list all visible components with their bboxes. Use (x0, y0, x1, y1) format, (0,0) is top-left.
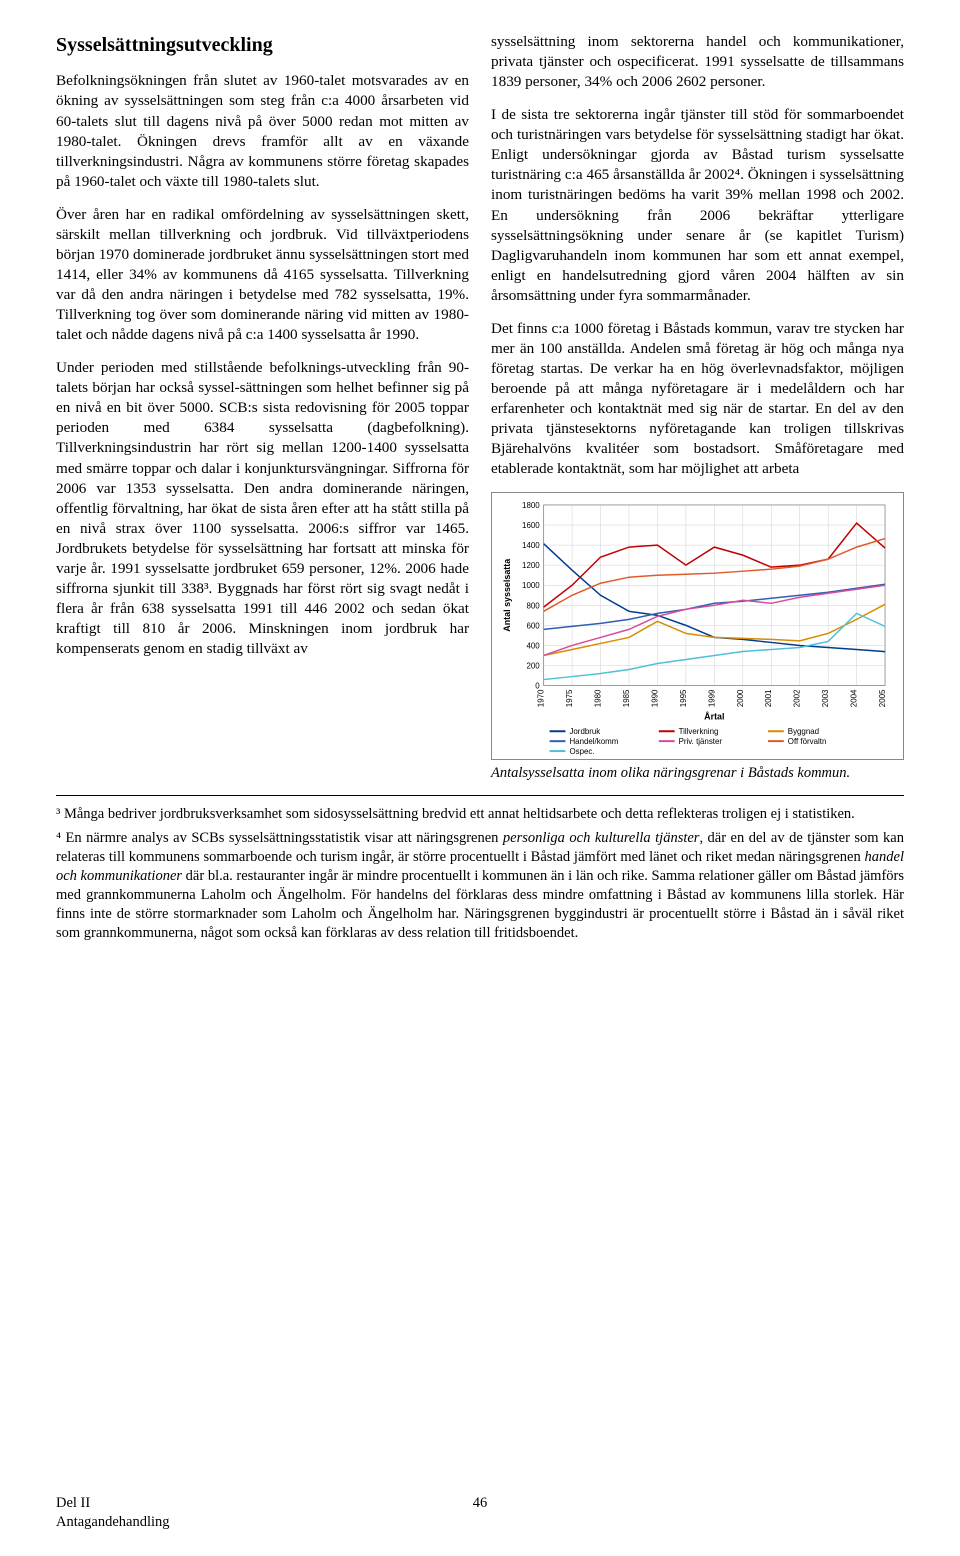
svg-text:Ospec.: Ospec. (569, 747, 594, 756)
svg-text:2004: 2004 (850, 689, 859, 707)
svg-text:1970: 1970 (537, 689, 546, 707)
svg-text:Tillverkning: Tillverkning (679, 728, 719, 737)
page-footer: Del II Antagandehandling 46 (56, 1494, 904, 1532)
svg-text:Årtal: Årtal (704, 712, 724, 722)
svg-text:1600: 1600 (522, 521, 540, 530)
chart-caption: Antalsysselsatta inom olika näringsgrena… (491, 764, 904, 782)
svg-text:2002: 2002 (793, 690, 802, 708)
svg-text:2003: 2003 (821, 689, 830, 707)
paragraph: Det finns c:a 1000 företag i Båstads kom… (491, 319, 904, 480)
left-column: Sysselsättningsutveckling Befolkningsökn… (56, 32, 469, 782)
svg-text:1990: 1990 (650, 689, 659, 707)
svg-text:400: 400 (526, 642, 540, 651)
svg-text:1400: 1400 (522, 541, 540, 550)
svg-text:1200: 1200 (522, 561, 540, 570)
svg-text:1980: 1980 (594, 689, 603, 707)
svg-text:1800: 1800 (522, 501, 540, 510)
svg-text:1999: 1999 (707, 689, 716, 707)
svg-text:1000: 1000 (522, 582, 540, 591)
footnote-3: ³ Många bedriver jordbruksverksamhet som… (56, 805, 904, 824)
svg-text:Antal sysselsatta: Antal sysselsatta (502, 558, 512, 632)
footnote-4: ⁴ En närmre analys av SCBs sysselsättnin… (56, 829, 904, 944)
svg-text:1985: 1985 (622, 689, 631, 707)
svg-text:Priv. tjänster: Priv. tjänster (679, 737, 723, 746)
section-heading: Sysselsättningsutveckling (56, 32, 469, 58)
svg-text:2001: 2001 (764, 689, 773, 707)
paragraph: sysselsättning inom sektorerna handel oc… (491, 32, 904, 92)
svg-text:0: 0 (535, 682, 540, 691)
paragraph: Över åren har en radikal omfördelning av… (56, 205, 469, 345)
two-column-layout: Sysselsättningsutveckling Befolkningsökn… (56, 32, 904, 782)
svg-text:200: 200 (526, 662, 540, 671)
footnote-text: ⁴ En närmre analys av SCBs sysselsättnin… (56, 830, 503, 846)
svg-text:Jordbruk: Jordbruk (569, 728, 600, 737)
page-number: 46 (473, 1494, 488, 1513)
employment-chart: 0 200 400 600 800 1000 1200 1400 1600 1800 1970 197… (491, 492, 904, 760)
svg-text:2005: 2005 (878, 689, 887, 707)
svg-text:Handel/komm: Handel/komm (569, 737, 618, 746)
svg-text:1975: 1975 (565, 689, 574, 707)
paragraph: Befolkningsökningen från slutet av 1960-… (56, 71, 469, 191)
footnote-divider (56, 795, 904, 796)
svg-text:800: 800 (526, 602, 540, 611)
svg-text:Off förvaltn: Off förvaltn (788, 737, 827, 746)
svg-text:2000: 2000 (736, 689, 745, 707)
svg-text:1995: 1995 (679, 689, 688, 707)
svg-text:Byggnad: Byggnad (788, 728, 819, 737)
footnote-text: där bl.a. restauranter ingår är mindre p… (56, 868, 904, 941)
line-chart-svg: 0 200 400 600 800 1000 1200 1400 1600 1800 1970 197… (496, 499, 893, 757)
paragraph: I de sista tre sektorerna ingår tjänster… (491, 105, 904, 306)
right-column: sysselsättning inom sektorerna handel oc… (491, 32, 904, 782)
svg-text:600: 600 (526, 622, 540, 631)
footer-line2: Antagandehandling (56, 1513, 904, 1532)
paragraph: Under perioden med stillstående befolkni… (56, 358, 469, 659)
footnote-italic: personliga och kulturella tjänster (503, 830, 700, 846)
footnotes: ³ Många bedriver jordbruksverksamhet som… (56, 805, 904, 943)
